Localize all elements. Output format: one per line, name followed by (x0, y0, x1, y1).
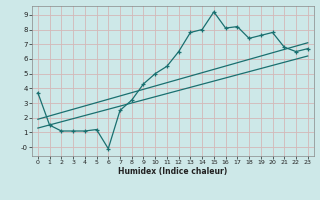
X-axis label: Humidex (Indice chaleur): Humidex (Indice chaleur) (118, 167, 228, 176)
